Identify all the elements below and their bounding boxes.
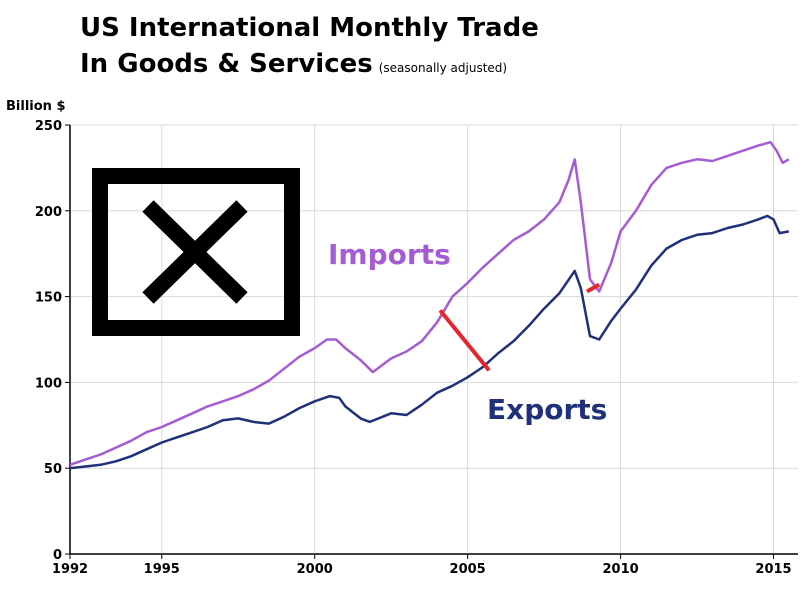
x-tick-label: 2000 — [297, 562, 333, 577]
y-tick-label: 100 — [35, 376, 62, 391]
series-label-exports: Exports — [487, 393, 607, 426]
gridlines — [69, 124, 798, 554]
y-tick-label: 200 — [35, 205, 62, 220]
series-line-exports — [69, 214, 790, 470]
trade-gap-line — [585, 282, 601, 294]
y-tick-label: 250 — [35, 119, 62, 134]
x-tick-label: 2010 — [602, 562, 638, 577]
x-tick-label: 2005 — [450, 562, 486, 577]
y-tick-label: 50 — [44, 462, 62, 477]
y-tick-label: 0 — [53, 548, 62, 563]
y-axis-label: Billion $ — [6, 99, 66, 114]
chart-subtitle: (seasonally adjusted) — [378, 61, 508, 75]
title-line-1: US International Monthly Trade — [80, 13, 539, 43]
chart-title: US International Monthly Trade In Goods … — [80, 10, 539, 86]
title-line-2-text: In Goods & Services — [80, 49, 373, 79]
series-line-imports — [69, 140, 790, 466]
axes: 0 50 100 150 200 250 1992 1995 2000 2005 2010 2015 — [35, 119, 798, 577]
series-label-imports: Imports — [328, 238, 451, 271]
gap-annotations — [438, 282, 601, 372]
title-line-2: In Goods & Services (seasonally adjusted) — [80, 46, 539, 86]
series-labels: Imports Exports — [328, 238, 607, 426]
y-tick-label: 150 — [35, 291, 62, 306]
x-tick-label: 1995 — [144, 562, 180, 577]
boxed-x-logo-icon — [92, 168, 300, 336]
series-group — [69, 140, 790, 470]
trade-gap-line — [438, 309, 491, 372]
x-tick-label: 1992 — [52, 562, 88, 577]
x-tick-label: 2015 — [755, 562, 791, 577]
